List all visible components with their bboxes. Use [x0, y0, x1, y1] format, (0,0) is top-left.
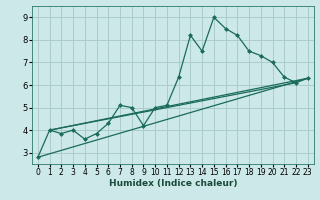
X-axis label: Humidex (Indice chaleur): Humidex (Indice chaleur) [108, 179, 237, 188]
